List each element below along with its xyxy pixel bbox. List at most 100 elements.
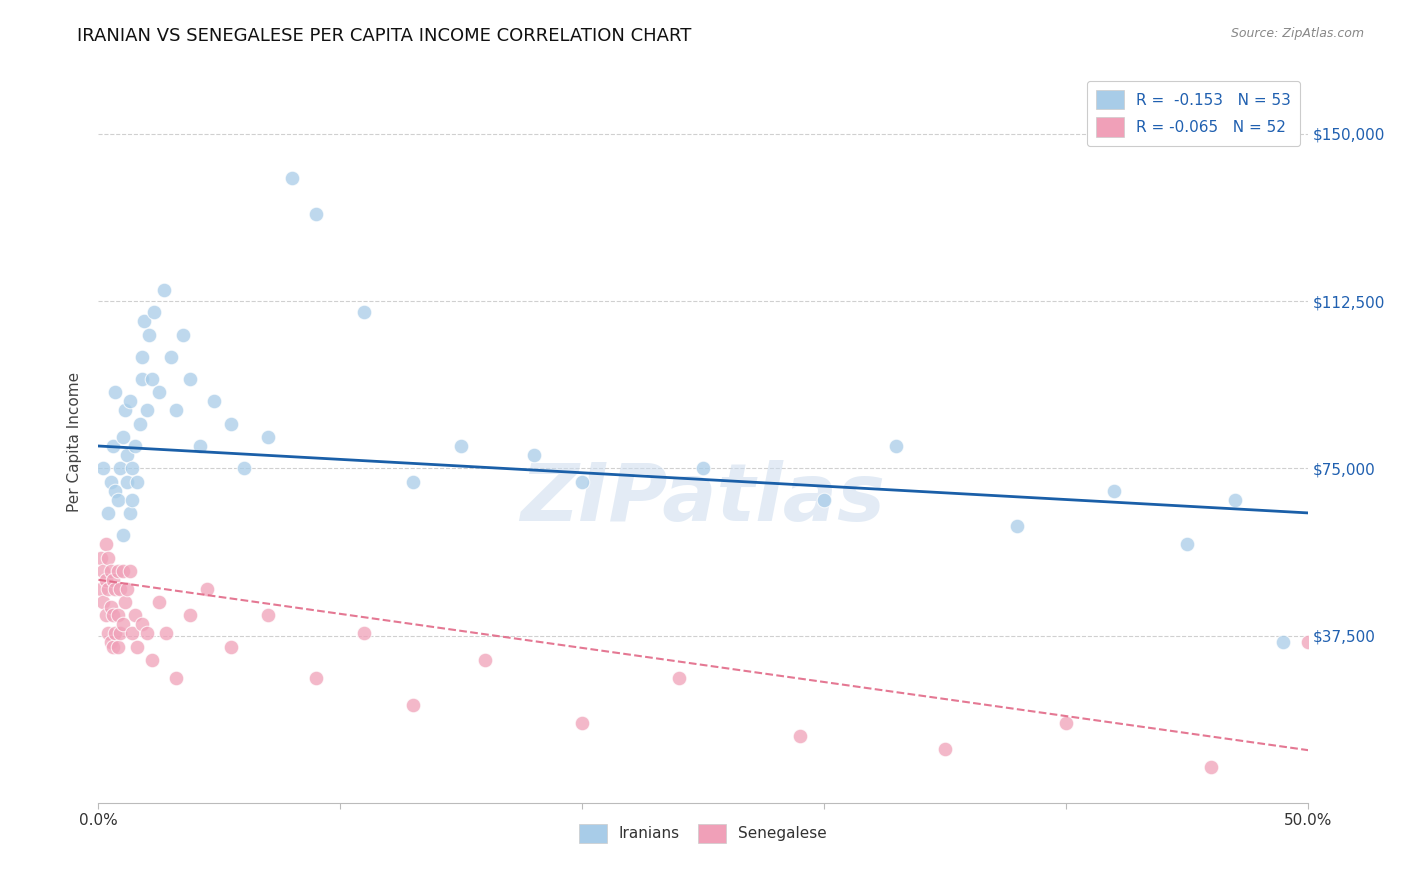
Point	[179, 372, 201, 386]
Point	[131, 372, 153, 386]
Point	[353, 626, 375, 640]
Point	[91, 564, 114, 578]
Point	[135, 403, 157, 417]
Point	[97, 582, 120, 596]
Point	[221, 417, 243, 431]
Point	[143, 305, 166, 319]
Point	[1296, 635, 1319, 649]
Point	[108, 461, 131, 475]
Point	[1272, 635, 1295, 649]
Point	[97, 550, 120, 565]
Point	[108, 626, 131, 640]
Point	[118, 564, 141, 578]
Point	[165, 403, 187, 417]
Point	[232, 461, 254, 475]
Point	[117, 582, 139, 596]
Y-axis label: Per Capita Income: Per Capita Income	[67, 371, 83, 512]
Point	[91, 461, 114, 475]
Point	[1007, 519, 1029, 533]
Point	[104, 582, 127, 596]
Point	[127, 475, 149, 489]
Point	[108, 582, 131, 596]
Point	[523, 448, 546, 462]
Point	[131, 617, 153, 632]
Point	[101, 573, 124, 587]
Point	[90, 550, 112, 565]
Point	[1175, 537, 1198, 551]
Point	[141, 653, 163, 667]
Point	[188, 439, 211, 453]
Point	[305, 671, 328, 685]
Text: ZIPatlas: ZIPatlas	[520, 460, 886, 539]
Point	[104, 385, 127, 400]
Point	[692, 461, 714, 475]
Point	[789, 729, 811, 743]
Point	[281, 171, 304, 186]
Point	[155, 626, 177, 640]
Point	[1054, 715, 1077, 730]
Point	[474, 653, 496, 667]
Point	[179, 608, 201, 623]
Point	[114, 403, 136, 417]
Point	[100, 564, 122, 578]
Point	[256, 608, 278, 623]
Point	[172, 327, 194, 342]
Point	[101, 640, 124, 654]
Point	[107, 564, 129, 578]
Point	[124, 439, 146, 453]
Point	[114, 595, 136, 609]
Point	[934, 742, 956, 756]
Point	[165, 671, 187, 685]
Point	[101, 608, 124, 623]
Point	[402, 475, 425, 489]
Point	[148, 595, 170, 609]
Point	[571, 715, 593, 730]
Point	[1199, 760, 1222, 774]
Point	[152, 283, 174, 297]
Point	[111, 430, 134, 444]
Point	[221, 640, 243, 654]
Point	[571, 475, 593, 489]
Point	[160, 350, 183, 364]
Point	[127, 640, 149, 654]
Point	[256, 430, 278, 444]
Legend: Iranians, Senegalese: Iranians, Senegalese	[574, 817, 832, 849]
Point	[135, 626, 157, 640]
Point	[353, 305, 375, 319]
Point	[128, 417, 150, 431]
Point	[90, 582, 112, 596]
Point	[118, 394, 141, 409]
Point	[100, 599, 122, 614]
Point	[813, 492, 835, 507]
Point	[94, 608, 117, 623]
Point	[107, 640, 129, 654]
Point	[97, 506, 120, 520]
Point	[91, 595, 114, 609]
Point	[141, 372, 163, 386]
Point	[111, 617, 134, 632]
Point	[100, 475, 122, 489]
Point	[1102, 483, 1125, 498]
Point	[104, 626, 127, 640]
Point	[204, 394, 226, 409]
Point	[100, 635, 122, 649]
Point	[124, 608, 146, 623]
Point	[121, 492, 143, 507]
Point	[148, 385, 170, 400]
Point	[118, 506, 141, 520]
Point	[305, 207, 328, 221]
Point	[104, 483, 127, 498]
Point	[668, 671, 690, 685]
Point	[134, 314, 156, 328]
Point	[107, 492, 129, 507]
Point	[101, 439, 124, 453]
Point	[94, 573, 117, 587]
Point	[111, 528, 134, 542]
Point	[121, 626, 143, 640]
Point	[886, 439, 908, 453]
Point	[117, 448, 139, 462]
Point	[107, 608, 129, 623]
Text: IRANIAN VS SENEGALESE PER CAPITA INCOME CORRELATION CHART: IRANIAN VS SENEGALESE PER CAPITA INCOME …	[77, 27, 692, 45]
Point	[195, 582, 218, 596]
Point	[402, 698, 425, 712]
